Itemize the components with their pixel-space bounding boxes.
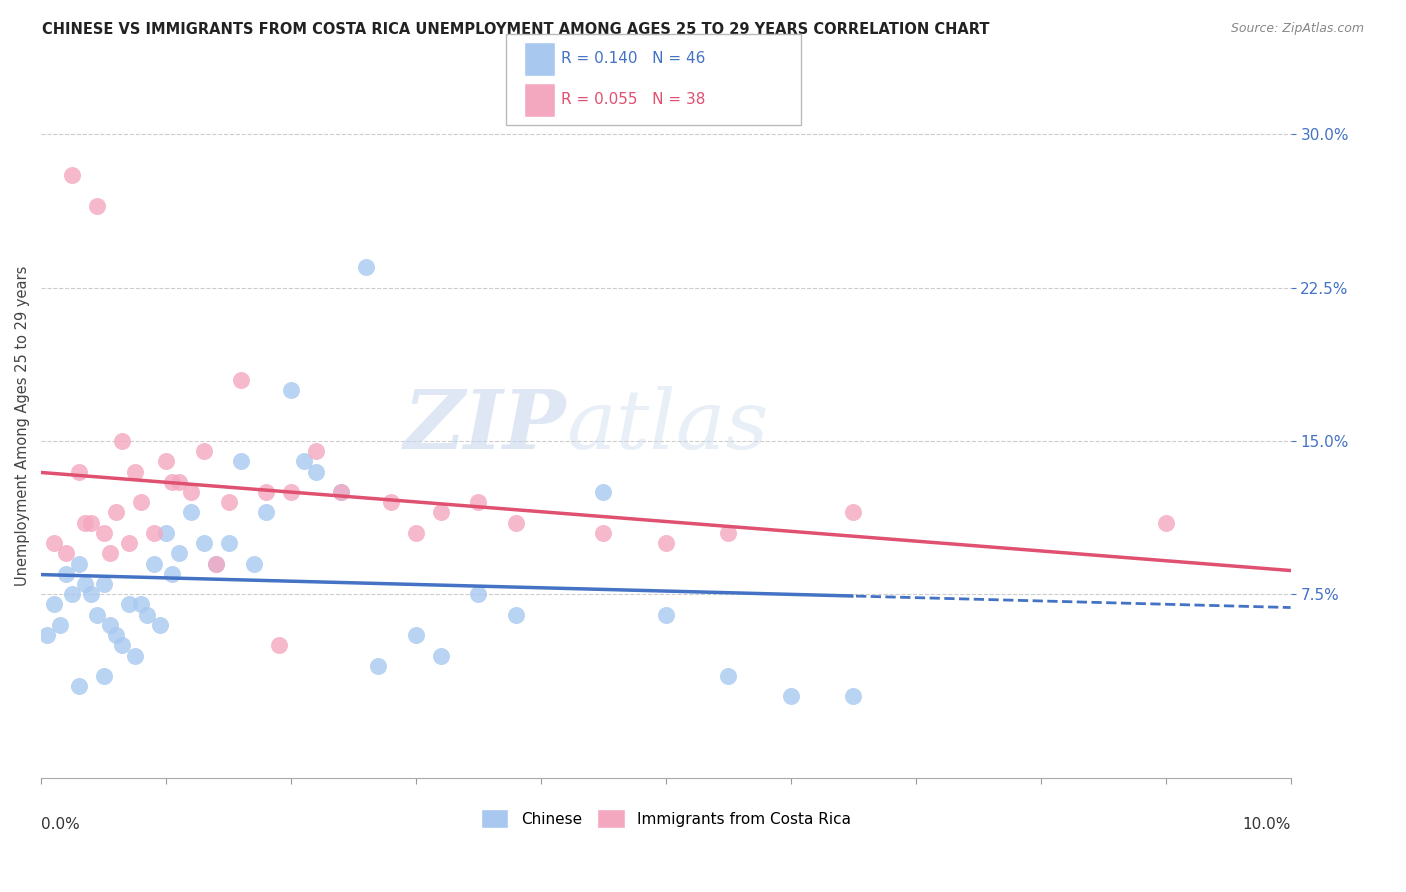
Point (80, 516, 103, 530)
Point (430, 648, 453, 663)
Point (305, 444, 328, 458)
Point (86, 199, 108, 213)
Point (655, 607, 678, 622)
Point (380, 495, 402, 509)
Point (717, 669, 740, 683)
Point (55, 566, 77, 581)
Point (717, 525, 740, 540)
Point (167, 546, 190, 560)
Point (129, 495, 152, 509)
Point (354, 260, 377, 275)
Point (98, 546, 121, 560)
Point (86, 607, 108, 622)
Point (105, 628, 128, 642)
Text: 0.0%: 0.0% (41, 817, 80, 832)
Point (655, 536, 678, 550)
Point (67, 557, 90, 571)
Point (180, 485, 202, 500)
Text: R = 0.140   N = 46: R = 0.140 N = 46 (561, 52, 706, 66)
Point (842, 506, 865, 520)
Text: atlas: atlas (565, 385, 768, 466)
Point (117, 598, 139, 612)
Point (142, 525, 165, 540)
Point (129, 598, 152, 612)
Point (42, 598, 65, 612)
Point (330, 485, 353, 500)
Point (592, 525, 614, 540)
Point (280, 485, 302, 500)
Point (180, 506, 202, 520)
Point (330, 485, 353, 500)
Y-axis label: Unemployment Among Ages 25 to 29 years: Unemployment Among Ages 25 to 29 years (15, 266, 30, 586)
Point (367, 658, 389, 673)
Point (467, 587, 489, 601)
Point (193, 536, 215, 550)
Point (430, 506, 453, 520)
Point (124, 465, 146, 479)
Point (218, 536, 240, 550)
Point (405, 628, 427, 642)
Point (842, 690, 865, 704)
Point (229, 373, 252, 387)
Point (592, 485, 614, 500)
Point (142, 557, 165, 571)
Point (292, 454, 315, 468)
Point (55, 546, 77, 560)
Text: Source: ZipAtlas.com: Source: ZipAtlas.com (1230, 22, 1364, 36)
Point (167, 475, 190, 489)
Legend: Chinese, Immigrants from Costa Rica: Chinese, Immigrants from Costa Rica (475, 803, 856, 834)
Point (254, 485, 277, 500)
Point (779, 690, 801, 704)
Point (162, 475, 184, 489)
Point (67, 679, 90, 693)
Point (93, 669, 115, 683)
Point (73, 577, 96, 591)
Point (505, 607, 527, 622)
Point (73, 516, 96, 530)
Point (67, 465, 90, 479)
Point (111, 638, 134, 652)
Point (405, 525, 427, 540)
Text: 10.0%: 10.0% (1243, 817, 1291, 832)
Text: R = 0.055   N = 38: R = 0.055 N = 38 (561, 93, 706, 107)
Point (105, 506, 128, 520)
Point (93, 577, 115, 591)
Point (80, 587, 103, 601)
Point (193, 444, 215, 458)
Point (149, 618, 172, 632)
Point (467, 495, 489, 509)
Point (60, 168, 83, 182)
Text: CHINESE VS IMMIGRANTS FROM COSTA RICA UNEMPLOYMENT AMONG AGES 25 TO 29 YEARS COR: CHINESE VS IMMIGRANTS FROM COSTA RICA UN… (42, 22, 990, 37)
Point (229, 454, 252, 468)
Point (280, 383, 302, 397)
Point (205, 557, 228, 571)
Point (60, 587, 83, 601)
Point (37, 628, 59, 642)
Point (242, 557, 264, 571)
Point (254, 506, 277, 520)
Point (98, 618, 121, 632)
Point (93, 525, 115, 540)
Point (218, 495, 240, 509)
Point (1154, 516, 1177, 530)
Point (111, 434, 134, 448)
Point (42, 536, 65, 550)
Point (505, 516, 527, 530)
Point (124, 648, 146, 663)
Point (49, 618, 72, 632)
Point (155, 454, 177, 468)
Point (117, 536, 139, 550)
Point (136, 607, 159, 622)
Point (162, 566, 184, 581)
Point (155, 525, 177, 540)
Point (305, 465, 328, 479)
Text: ZIP: ZIP (404, 385, 565, 466)
Point (205, 557, 228, 571)
Point (267, 638, 290, 652)
